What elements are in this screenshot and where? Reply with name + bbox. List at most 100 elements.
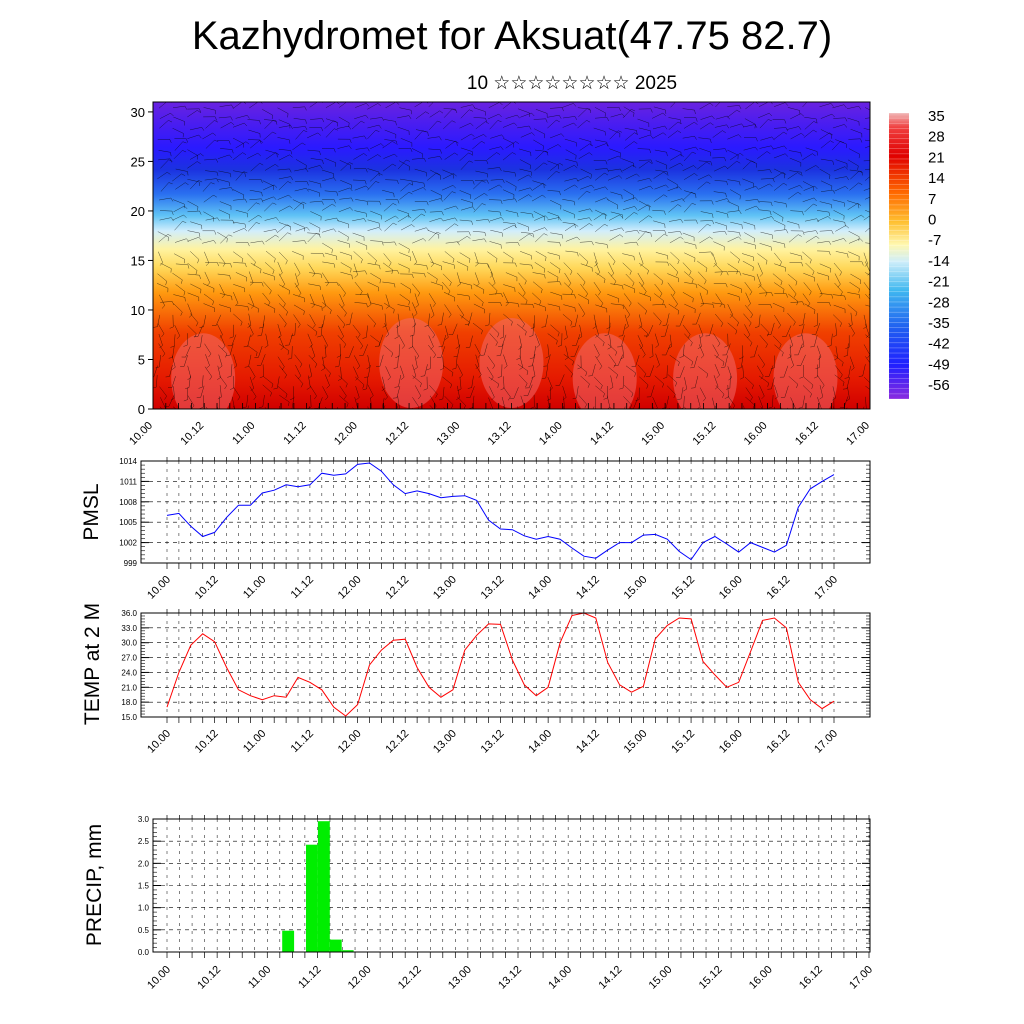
wind-barb-flag <box>604 172 609 176</box>
wind-barb <box>382 262 393 271</box>
wind-barb-flag <box>365 168 368 173</box>
wind-barb <box>835 323 838 336</box>
wind-barb-flag <box>252 376 256 381</box>
wind-barb-flag <box>500 388 505 391</box>
wind-barb-flag <box>486 160 489 165</box>
wind-barb-flag <box>559 242 562 247</box>
wind-barb-flag <box>632 195 635 200</box>
wind-barb-flag <box>517 303 520 308</box>
wind-barb-flag <box>228 182 230 187</box>
wind-barb-flag <box>559 191 561 196</box>
wind-barb <box>564 224 576 232</box>
wind-barb-flag <box>572 361 574 366</box>
wind-barb <box>396 405 399 409</box>
wind-barb-flag <box>772 178 775 183</box>
wind-barb <box>382 163 393 172</box>
wind-barb <box>698 344 705 356</box>
wind-barb-flag <box>751 385 754 389</box>
wind-barb <box>384 222 394 232</box>
wind-barb-flag <box>649 178 652 182</box>
wind-barb-flag <box>751 160 756 163</box>
wind-barb <box>187 303 193 315</box>
wind-barb <box>503 324 505 338</box>
wind-barb-flag <box>484 232 487 237</box>
wind-barb-flag <box>617 205 619 210</box>
pmsl-x-tick-label: 14.12 <box>574 574 602 602</box>
wind-barb-flag <box>297 273 301 277</box>
wind-barb <box>503 354 508 366</box>
wind-barb-flag <box>170 197 174 202</box>
wind-barb <box>727 134 739 140</box>
wind-barb-flag <box>413 262 417 266</box>
wind-barb <box>532 180 544 185</box>
wind-barb-flag <box>574 165 578 169</box>
wind-barb <box>727 366 732 378</box>
wind-barb <box>803 272 815 278</box>
wind-barb-flag <box>700 355 705 359</box>
wind-barb <box>623 396 632 406</box>
wind-barb-flag <box>287 232 292 235</box>
wind-barb <box>535 233 545 243</box>
wind-barb <box>849 282 860 289</box>
wind-barb-flag <box>677 398 682 400</box>
wind-barb-flag <box>809 291 812 296</box>
wind-barb <box>834 185 846 192</box>
wind-barb-flag <box>839 323 842 327</box>
wind-barb <box>578 303 585 314</box>
wind-barb-flag <box>625 326 629 329</box>
wind-barb <box>159 120 169 129</box>
wind-barb <box>217 232 228 239</box>
wind-barb-flag <box>191 405 195 409</box>
wind-barb <box>682 192 692 201</box>
wind-barb-flag <box>848 324 853 327</box>
wind-barb <box>564 325 568 338</box>
wind-barb-flag <box>648 215 653 218</box>
wind-barb-flag <box>800 152 802 157</box>
wind-barb <box>564 272 572 284</box>
wind-barb <box>473 303 485 310</box>
wind-barb-flag <box>477 417 479 420</box>
wind-barb <box>173 116 185 122</box>
wind-barb-flag <box>409 306 411 311</box>
wind-barb-flag <box>290 334 295 337</box>
wind-barb <box>460 109 470 119</box>
wind-barb-flag <box>385 334 389 338</box>
wind-barb-flag <box>845 346 850 349</box>
wind-barb <box>175 182 186 190</box>
wind-barb <box>595 197 607 203</box>
wind-barb-flag <box>782 172 787 175</box>
wind-barb <box>729 153 741 161</box>
wind-barb <box>519 263 532 266</box>
wind-barb <box>366 376 369 389</box>
wind-barb <box>624 141 635 149</box>
wind-barb <box>203 194 214 203</box>
wind-barb <box>577 406 581 409</box>
wind-barb <box>803 282 812 292</box>
wind-barb <box>452 323 458 335</box>
wind-barb-flag <box>387 377 391 381</box>
wind-barb <box>502 102 512 109</box>
wind-barb-flag <box>348 145 352 150</box>
wind-barb-flag <box>739 210 742 215</box>
wind-barb <box>670 102 676 108</box>
wind-barb-flag <box>692 298 694 303</box>
wind-barb <box>247 345 258 353</box>
wind-barb <box>220 234 229 244</box>
wind-barb-flag <box>189 417 192 419</box>
wind-barb-flag <box>778 325 781 329</box>
wind-barb-flag <box>437 98 441 100</box>
wind-barb <box>863 344 870 356</box>
wind-barb-flag <box>427 131 429 137</box>
wind-barb <box>502 138 514 144</box>
wind-barb <box>475 354 480 367</box>
wind-barb <box>187 210 200 213</box>
wind-barb <box>712 252 717 265</box>
wind-barb <box>535 250 547 258</box>
wind-barb-flag <box>181 173 186 176</box>
wind-barb-flag <box>845 186 849 190</box>
wind-barb <box>310 344 316 357</box>
wind-barb-flag <box>827 345 832 347</box>
wind-barb-flag <box>298 293 302 297</box>
wind-barb-flag <box>334 128 338 131</box>
